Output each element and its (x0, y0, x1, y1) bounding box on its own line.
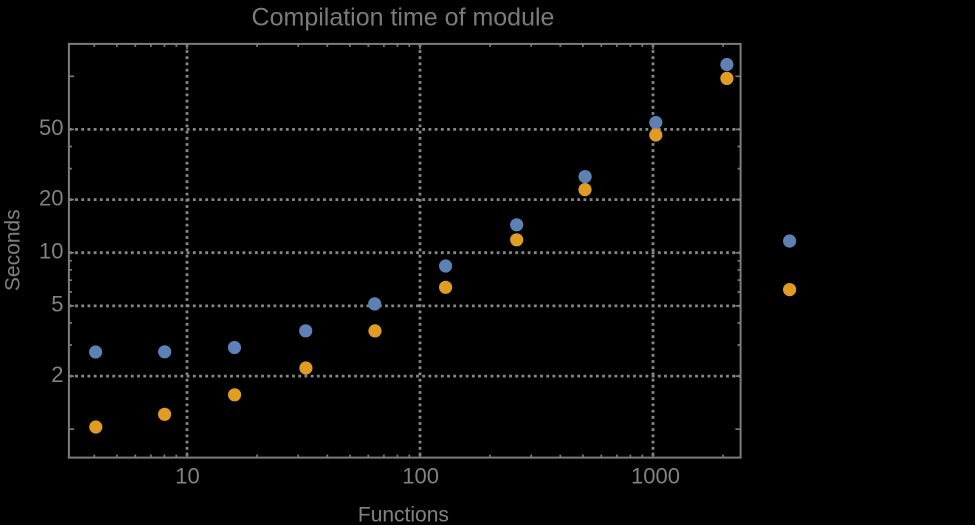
svg-text:100: 100 (402, 463, 439, 488)
svg-text:1000: 1000 (631, 463, 680, 488)
svg-text:5: 5 (51, 292, 63, 317)
svg-text:Seconds: Seconds (2, 209, 25, 291)
svg-text:10: 10 (175, 463, 199, 488)
svg-text:10: 10 (39, 239, 63, 264)
svg-text:20: 20 (39, 185, 63, 210)
svg-text:Functions: Functions (358, 504, 449, 525)
svg-text:Compilation time of module: Compilation time of module (252, 3, 555, 31)
svg-text:50: 50 (39, 115, 63, 140)
svg-text:2: 2 (51, 362, 63, 387)
